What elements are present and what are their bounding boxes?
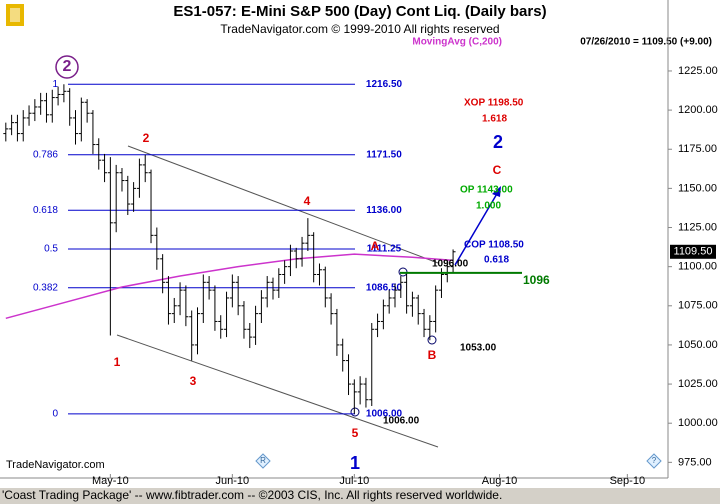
annotation: 1006.00 — [383, 416, 420, 427]
wave-circle — [55, 55, 79, 79]
svg-text:?: ? — [652, 456, 657, 465]
annotation: XOP 1198.50 — [464, 98, 524, 109]
x-tick-label: May-10 — [92, 475, 129, 487]
y-tick-label: 1125.00 — [678, 221, 717, 233]
annotation: B — [428, 348, 437, 362]
fib-ratio: 1 — [52, 79, 58, 90]
annotation: 1 — [350, 453, 360, 473]
annotation: 1 — [114, 355, 121, 369]
icon: ? — [646, 453, 662, 469]
y-tick-label: 1075.00 — [678, 300, 718, 312]
fib-ratio: 0.5 — [44, 244, 58, 255]
y-tick-label: 1225.00 — [678, 65, 718, 77]
annotation: 0.618 — [484, 255, 509, 266]
chart-title: ES1-057: E-Mini S&P 500 (Day) Cont Liq. … — [173, 3, 546, 20]
fib-price: 1136.00 — [366, 205, 402, 216]
pivot-marker — [427, 335, 437, 345]
annotation: 2 — [493, 132, 503, 152]
x-tick-label: Jul-10 — [339, 475, 369, 487]
fib-price: 1006.00 — [366, 408, 403, 419]
fib-price: 1216.50 — [366, 79, 403, 90]
watermark: TradeNavigator.com — [6, 459, 105, 471]
arrow — [454, 191, 499, 266]
annotation: 4 — [304, 194, 311, 208]
y-tick-label: 1200.00 — [678, 104, 718, 116]
last-price-label: 1109.50 — [674, 246, 713, 258]
fib-price: 1171.50 — [366, 149, 402, 160]
icon: R — [255, 453, 271, 469]
moving-average — [5, 253, 454, 320]
x-tick-label: Jun-10 — [216, 475, 250, 487]
arrow-head — [492, 186, 501, 197]
y-tick-label: 1175.00 — [678, 143, 717, 155]
y-tick-label: 1150.00 — [678, 182, 717, 194]
footer: 'Coast Trading Package' -- www.fibtrader… — [2, 488, 502, 502]
annotation: 3 — [190, 374, 197, 388]
annotation: 1.000 — [476, 201, 501, 212]
level-label: 1096 — [523, 273, 550, 287]
y-tick-label: 1025.00 — [678, 378, 718, 390]
status: 07/26/2010 = 1109.50 (+9.00) — [580, 37, 712, 48]
y-tick-label: 1000.00 — [678, 417, 718, 429]
fib-ratio: 0 — [52, 408, 58, 419]
svg-text:R: R — [260, 456, 266, 465]
y-tick-label: 1050.00 — [678, 339, 718, 351]
annotation: COP 1108.50 — [464, 240, 524, 251]
annotation: 1.618 — [482, 114, 507, 125]
fib-ratio: 0.382 — [33, 282, 58, 293]
pivot-marker — [350, 407, 360, 417]
annotation: C — [493, 163, 502, 177]
logo — [6, 4, 24, 26]
annotation: 5 — [352, 426, 359, 440]
fib-price: 1111.25 — [367, 244, 402, 255]
trend-line — [127, 145, 439, 264]
footer-bar — [0, 488, 720, 504]
x-tick-label: Sep-10 — [610, 475, 645, 487]
annotation: 1096.00 — [432, 259, 469, 270]
annotation: A — [371, 239, 380, 253]
annotation: 1053.00 — [460, 343, 497, 354]
last-price-box — [670, 244, 716, 259]
x-tick-label: Aug-10 — [482, 475, 517, 487]
legend-entry: MovingAvg (C,200) — [412, 37, 502, 48]
annotation: 2 — [63, 58, 72, 75]
annotation: OP 1143.00 — [460, 185, 513, 196]
fib-price: 1086.50 — [366, 282, 403, 293]
chart-subtitle: TradeNavigator.com © 1999-2010 All right… — [220, 22, 499, 36]
trend-line — [116, 334, 439, 448]
fib-ratio: 0.618 — [33, 205, 58, 216]
y-tick-label: 975.00 — [678, 456, 712, 468]
y-tick-label: 1100.00 — [678, 261, 717, 273]
annotation: 2 — [143, 131, 150, 145]
fib-ratio: 0.786 — [33, 149, 58, 160]
